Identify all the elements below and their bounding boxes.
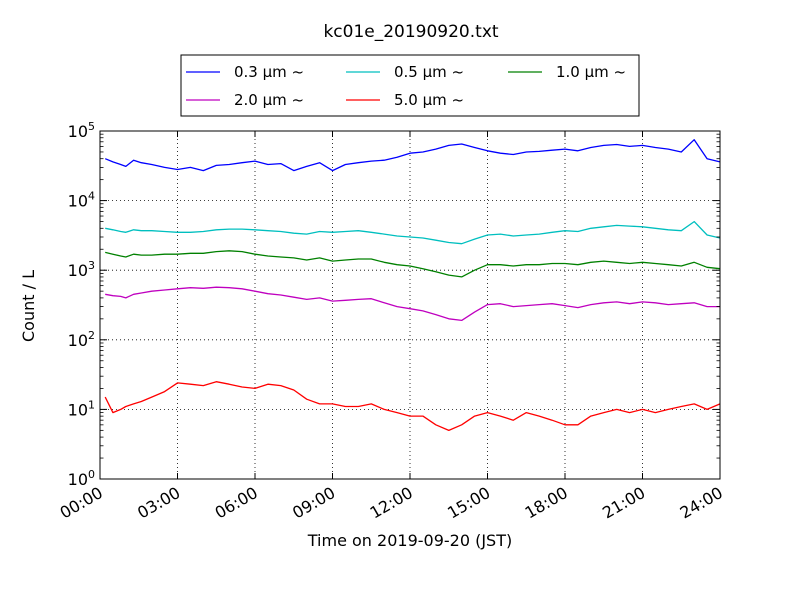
axes xyxy=(99,130,721,480)
legend-label-0: 0.3 μm ~ xyxy=(234,63,304,81)
y-axis-label: Count / L xyxy=(19,270,38,342)
y-tick-labels: 100 101 102 103 104 105 xyxy=(68,120,95,489)
legend-label-4: 5.0 μm ~ xyxy=(394,91,464,109)
series-line-2 xyxy=(105,250,721,278)
legend-label-2: 1.0 μm ~ xyxy=(556,63,626,81)
x-tick-label: 21:00 xyxy=(599,483,648,523)
series-line-3 xyxy=(105,286,720,322)
legend: 0.3 μm ~ 0.5 μm ~ 1.0 μm ~ 2.0 μm ~ 5.0 μm ~ xyxy=(180,54,640,117)
series-line-4 xyxy=(104,381,721,432)
x-tick-label: 15:00 xyxy=(444,483,493,523)
y-tick-label: 104 xyxy=(68,190,95,211)
x-tick-labels: 00:00 03:00 06:00 09:00 12:00 15:00 18:00 21:00… xyxy=(57,483,726,523)
x-axis-label: Time on 2019-09-20 (JST) xyxy=(307,531,512,550)
x-tick-label: 12:00 xyxy=(367,483,416,523)
y-tick-label: 105 xyxy=(68,120,95,141)
legend-box xyxy=(180,54,640,117)
legend-label-1: 0.5 μm ~ xyxy=(394,63,464,81)
legend-label-3: 2.0 μm ~ xyxy=(234,91,304,109)
x-tick-label: 24:00 xyxy=(677,483,726,523)
series-line-0 xyxy=(104,139,721,172)
x-tick-label: 03:00 xyxy=(134,483,183,523)
x-tick-label: 06:00 xyxy=(212,483,261,523)
plot-area xyxy=(100,131,720,479)
x-tick-label: 18:00 xyxy=(522,483,571,523)
x-tick-label: 09:00 xyxy=(289,483,338,523)
y-tick-label: 102 xyxy=(68,329,95,350)
y-tick-label: 100 xyxy=(68,468,95,489)
series-line-1 xyxy=(105,220,721,245)
y-tick-label: 101 xyxy=(68,398,95,419)
series-layer xyxy=(104,139,721,432)
y-tick-label: 103 xyxy=(68,259,95,280)
plot-background xyxy=(100,131,720,479)
chart-title: kc01e_20190920.txt xyxy=(323,22,498,42)
